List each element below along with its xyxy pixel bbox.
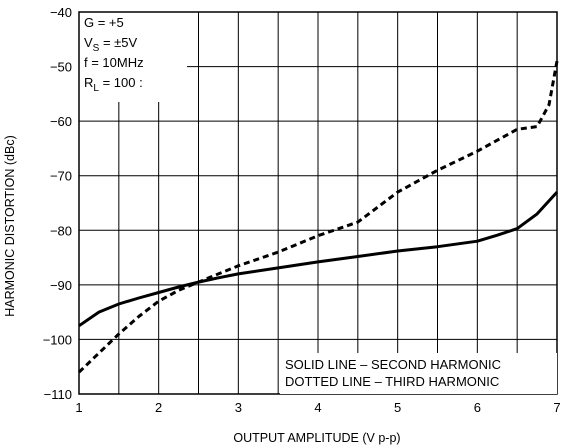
x-tick-label: 4 — [314, 400, 321, 415]
x-tick-label: 5 — [394, 400, 401, 415]
x-tick-label: 2 — [155, 400, 162, 415]
series-line-second-harmonic — [78, 191, 559, 328]
y-axis-label: HARMONIC DISTORTION (dBc) — [3, 135, 17, 317]
condition-line: G = +5 — [84, 15, 124, 30]
y-tick-labels: −40 −50 −60 −70 −80 −90 −100 −110 — [43, 5, 72, 402]
y-tick-label: −40 — [50, 5, 72, 20]
legend-entry: DOTTED LINE – THIRD HARMONIC — [285, 374, 499, 389]
test-conditions-box: G = +5 VS = ±5Vf = 10MHz RL = 100 : — [80, 13, 187, 102]
x-tick-label: 3 — [235, 400, 242, 415]
legend-box: SOLID LINE – SECOND HARMONIC DOTTED LINE … — [280, 353, 557, 394]
y-tick-label: −80 — [50, 223, 72, 238]
condition-line: VS = ±5V — [84, 35, 138, 54]
y-tick-label: −60 — [50, 114, 72, 129]
series-layer — [77, 60, 559, 374]
condition-line: f = 10MHz — [84, 55, 144, 70]
y-tick-label: −100 — [43, 332, 72, 347]
x-tick-label: 7 — [553, 400, 560, 415]
x-tick-label: 6 — [474, 400, 481, 415]
legend-entry: SOLID LINE – SECOND HARMONIC — [285, 357, 501, 372]
x-tick-labels: 1 2 3 4 5 6 7 — [75, 400, 560, 415]
x-tick-label: 1 — [75, 400, 82, 415]
y-tick-label: −50 — [50, 60, 72, 75]
y-tick-label: −70 — [50, 169, 72, 184]
y-tick-label: −90 — [50, 278, 72, 293]
conditions-background — [80, 13, 187, 102]
series-line-third-harmonic — [77, 60, 559, 374]
condition-line: RL = 100 : — [84, 75, 143, 94]
legend-background — [280, 353, 557, 394]
y-tick-label: −110 — [44, 387, 72, 402]
x-axis-label: OUTPUT AMPLITUDE (V p-p) — [233, 431, 400, 445]
